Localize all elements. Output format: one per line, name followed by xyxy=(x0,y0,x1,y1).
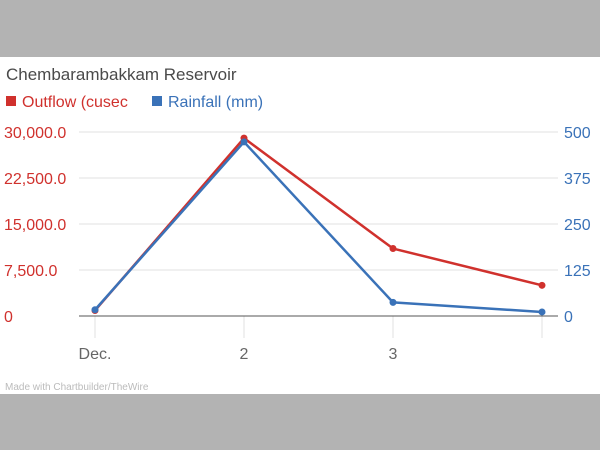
data-point-rainfall xyxy=(538,308,546,316)
y-left-tick-label: 7,500.0 xyxy=(4,263,57,280)
y-right-tick-label: 250 xyxy=(564,217,591,234)
y-right-tick-label: 375 xyxy=(564,171,591,188)
data-point-rainfall xyxy=(91,306,99,314)
legend-label-rainfall: Rainfall (mm) xyxy=(168,94,263,111)
y-left-tick-label: 30,000.0 xyxy=(4,125,66,142)
data-point-rainfall xyxy=(240,138,248,146)
data-point-outflow xyxy=(389,245,397,253)
x-tick-label: 3 xyxy=(389,346,398,363)
chart-svg: Chembarambakkam Reservoir Outflow (cusec… xyxy=(4,65,591,393)
legend-label-outflow: Outflow (cusec xyxy=(22,94,128,111)
legend: Outflow (cusec Rainfall (mm) xyxy=(6,94,263,111)
plot-area: 0 7,500.0 15,000.0 22,500.0 30,000.0 0 125 250 3… xyxy=(4,125,591,363)
chart-card: Chembarambakkam Reservoir Outflow (cusec… xyxy=(0,57,600,394)
y-right-tick-label: 500 xyxy=(564,125,591,142)
y-left-tick-label: 15,000.0 xyxy=(4,217,66,234)
x-tick-label: Dec. xyxy=(79,346,112,363)
y-left-tick-label: 0 xyxy=(4,309,13,326)
series-line-rainfall xyxy=(94,140,543,314)
footer-credit: Made with Chartbuilder/TheWire xyxy=(5,382,149,393)
y-right-tick-label: 0 xyxy=(564,309,573,326)
legend-swatch-rainfall xyxy=(152,96,162,106)
y-right-tick-label: 125 xyxy=(564,263,591,280)
data-point-outflow xyxy=(538,281,546,289)
data-point-rainfall xyxy=(389,298,397,306)
x-tick-label: 2 xyxy=(240,346,249,363)
y-left-tick-label: 22,500.0 xyxy=(4,171,66,188)
legend-swatch-outflow xyxy=(6,96,16,106)
chart-title: Chembarambakkam Reservoir xyxy=(6,65,237,84)
